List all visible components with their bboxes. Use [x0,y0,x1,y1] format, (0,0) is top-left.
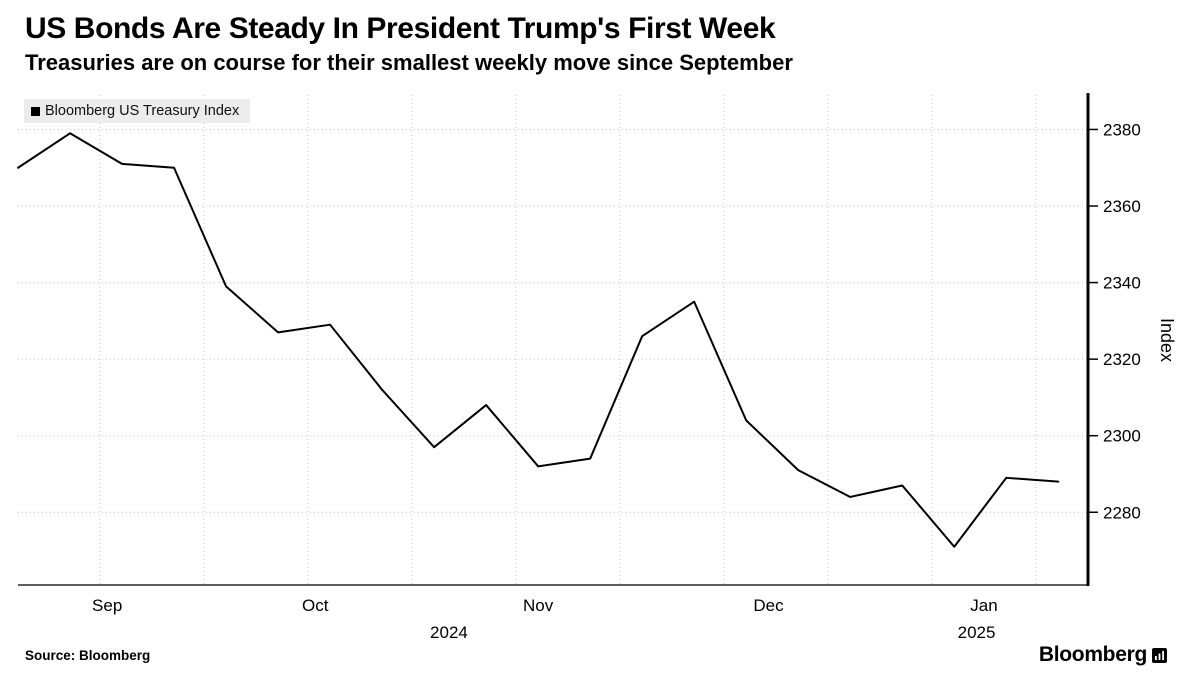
bloomberg-logo-icon [1152,647,1167,663]
chart-area: 2280 2300 2320 2340 2360 2380 Index Sep Oct Nov De… [0,88,1191,640]
svg-text:2300: 2300 [1103,427,1141,446]
svg-text:2280: 2280 [1103,503,1141,522]
vertical-gridlines [99,95,1037,585]
svg-text:Index: Index [1157,318,1177,362]
bloomberg-logo: Bloomberg [1039,643,1167,667]
legend-label: Bloomberg US Treasury Index [45,103,240,119]
bloomberg-logo-text: Bloomberg [1038,643,1147,666]
footer: Source: Bloomberg Bloomberg [25,638,1167,672]
svg-text:2320: 2320 [1103,350,1141,369]
svg-text:Dec: Dec [753,596,784,615]
svg-text:Oct: Oct [302,596,329,615]
svg-text:2025: 2025 [958,623,996,640]
chart-title: US Bonds Are Steady In President Trump's… [25,12,776,45]
treasury-index-series-line [17,132,1060,548]
source-label: Source: Bloomberg [25,647,151,663]
svg-text:2340: 2340 [1103,274,1141,293]
x-axis-labels: Sep Oct Nov Dec Jan 2024 2025 [92,596,998,640]
svg-text:Sep: Sep [92,596,122,615]
axes [18,93,1090,586]
svg-text:2024: 2024 [430,623,468,640]
horizontal-gridlines [18,128,1088,513]
treasury-index-line-chart: 2280 2300 2320 2340 2360 2380 Index Sep Oct Nov De… [17,93,1177,640]
y-axis-labels: 2280 2300 2320 2340 2360 2380 Index [1089,120,1177,522]
svg-text:2360: 2360 [1103,197,1141,216]
svg-text:Jan: Jan [970,596,997,615]
chart-subtitle: Treasuries are on course for their small… [25,50,793,75]
chart-header: US Bonds Are Steady In President Trump's… [25,12,1171,76]
legend: Bloomberg US Treasury Index [24,99,251,123]
legend-swatch-icon [31,106,40,116]
svg-text:Nov: Nov [523,596,554,615]
svg-text:2380: 2380 [1103,120,1141,139]
